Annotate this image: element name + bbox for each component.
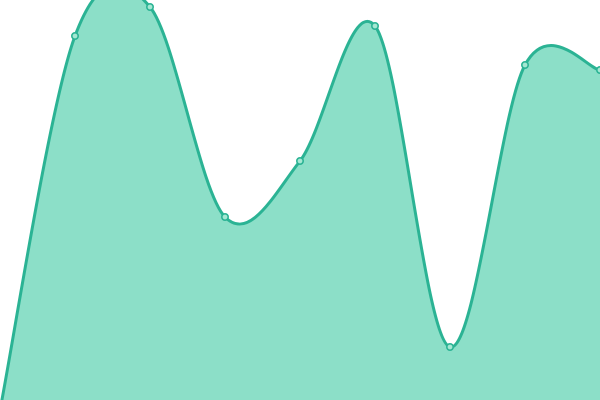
- data-point-marker[interactable]: [295, 157, 304, 166]
- data-point-marker[interactable]: [146, 2, 155, 12]
- data-point-marker[interactable]: [71, 31, 80, 40]
- data-point-marker[interactable]: [370, 21, 379, 30]
- data-point-marker[interactable]: [445, 342, 454, 351]
- data-point-marker[interactable]: [520, 60, 529, 69]
- data-point-marker[interactable]: [221, 213, 230, 222]
